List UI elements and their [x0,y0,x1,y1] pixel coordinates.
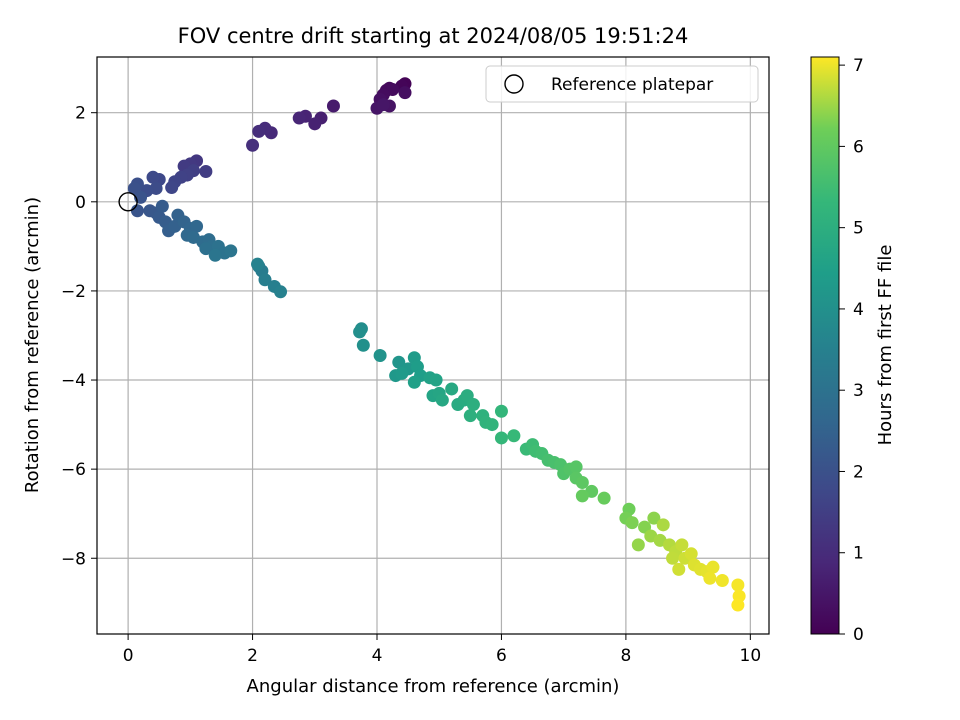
data-point [155,199,169,213]
data-point [429,373,443,387]
y-tick-label: 2 [75,104,86,124]
x-axis-ticks: 0 2 4 6 8 10 [123,634,761,666]
data-point [199,242,213,256]
y-tick-label: 0 [75,193,86,213]
data-point [575,476,589,490]
data-point [395,366,409,380]
data-point [258,273,272,287]
data-point [715,574,729,588]
colorbar-tick-label: 4 [853,300,864,320]
data-point [507,429,521,443]
data-point [569,460,583,474]
colorbar [810,56,840,635]
data-point [274,285,288,299]
data-point [398,86,412,100]
colorbar-tick-label: 0 [853,625,864,645]
y-tick-label: −8 [61,549,86,569]
data-point [466,398,480,412]
y-tick-label: −2 [61,282,86,302]
colorbar-label: Hours from first FF file [875,245,896,446]
data-point [165,181,179,195]
data-point [575,489,589,503]
data-point [356,338,370,352]
y-axis-ticks: −8 −6 −4 −2 0 2 [61,104,97,569]
legend: Reference platepar [485,65,759,103]
x-tick-label: 8 [620,646,631,666]
colorbar-tick-label: 7 [853,56,864,76]
data-point [146,170,160,184]
data-point [631,538,645,552]
x-tick-label: 10 [740,646,762,666]
data-point [392,355,406,369]
data-point [731,578,745,592]
data-point [251,257,265,271]
colorbar-tick-label: 3 [853,381,864,401]
data-point [373,349,387,363]
data-point [292,111,306,125]
data-point [326,99,340,113]
data-point [308,117,322,131]
data-points [127,77,746,612]
data-point [706,560,720,574]
data-point [494,431,508,445]
colorbar-ticks: 0 1 2 3 4 5 6 7 [839,56,864,645]
data-point [675,538,689,552]
data-point [130,204,144,218]
data-point [597,491,611,505]
legend-box [485,65,759,103]
reference-marker-group [118,192,138,212]
x-tick-label: 4 [372,646,383,666]
data-point [190,219,204,233]
data-point [376,98,390,112]
data-point [672,562,686,576]
y-tick-label: −4 [61,371,86,391]
data-point [435,393,449,407]
legend-reference-marker [504,74,524,94]
reference-marker [118,192,138,212]
data-point [407,375,421,389]
data-point [208,248,222,262]
data-point [246,138,260,152]
data-point [485,418,499,432]
data-point [224,244,238,258]
data-point [463,409,477,423]
x-axis-label: Angular distance from reference (arcmin) [247,676,620,697]
data-point [252,124,266,138]
plot-frame [96,56,770,635]
y-axis-label: Rotation from reference (arcmin) [22,197,43,493]
x-tick-label: 0 [123,646,134,666]
data-point [353,325,367,339]
colorbar-tick-label: 1 [853,544,864,564]
data-point [656,518,670,532]
chart-title: FOV centre drift starting at 2024/08/05 … [178,24,689,48]
data-point [647,511,661,525]
data-point [684,547,698,561]
colorbar-tick-label: 6 [853,137,864,157]
x-tick-label: 6 [496,646,507,666]
data-point [625,516,639,530]
data-point [703,571,717,585]
y-tick-label: −6 [61,460,86,480]
data-point [731,598,745,612]
data-point [494,404,508,418]
data-point [445,382,459,396]
data-point [666,551,680,565]
legend-label: Reference platepar [551,75,713,95]
data-point [199,165,213,179]
x-tick-label: 2 [247,646,258,666]
colorbar-tick-label: 2 [853,462,864,482]
colorbar-tick-label: 5 [853,219,864,239]
